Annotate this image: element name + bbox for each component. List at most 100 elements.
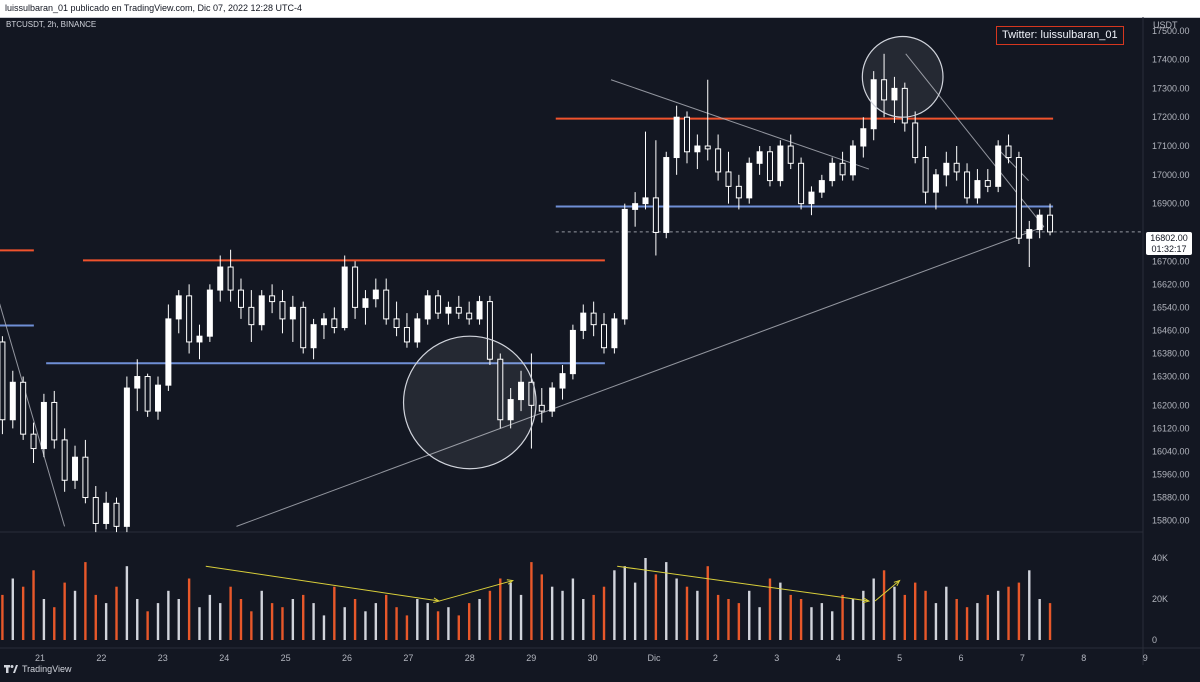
volume-bar xyxy=(177,599,180,640)
candle-body xyxy=(766,151,773,182)
candle-body xyxy=(123,387,130,527)
candle-body xyxy=(383,289,390,320)
x-tick-label: 4 xyxy=(836,653,841,663)
candle-body xyxy=(61,439,68,481)
x-tick-label: 9 xyxy=(1143,653,1148,663)
candle-body xyxy=(632,203,639,210)
candle-body xyxy=(756,151,763,164)
volume-tick-label: 0 xyxy=(1152,635,1157,645)
y-tick-label: 15880.00 xyxy=(1152,493,1190,503)
volume-bar xyxy=(913,582,917,640)
x-tick-label: 21 xyxy=(35,653,45,663)
candle-body xyxy=(258,295,265,326)
tradingview-logo-icon xyxy=(4,665,18,673)
volume-bar xyxy=(530,562,533,640)
candle-body xyxy=(341,266,348,329)
volume-bar xyxy=(1038,599,1041,640)
volume-bar xyxy=(156,603,160,640)
x-tick-label: 28 xyxy=(465,653,475,663)
volume-bar xyxy=(447,607,450,640)
volume-bar xyxy=(592,594,595,640)
publish-header: luissulbaran_01 publicado en TradingView… xyxy=(0,0,1200,18)
volume-bar xyxy=(509,582,512,640)
volume-bar xyxy=(416,599,419,640)
candle-body xyxy=(590,312,597,326)
volume-bar xyxy=(374,603,378,640)
arrow-head xyxy=(862,597,871,604)
volume-bar xyxy=(561,590,564,640)
volume-bar xyxy=(250,611,253,640)
volume-bar xyxy=(312,603,315,640)
candle-body xyxy=(549,387,556,412)
y-tick-label: 17100.00 xyxy=(1152,141,1190,151)
candle-body xyxy=(1036,214,1043,231)
candle-body xyxy=(310,324,317,349)
x-tick-label: 8 xyxy=(1081,653,1086,663)
volume-trend-arrow xyxy=(874,580,900,602)
volume-bar xyxy=(716,594,720,640)
last-price-value: 16802.00 xyxy=(1150,233,1188,243)
volume-bar xyxy=(644,558,647,640)
candle-body xyxy=(1047,214,1054,233)
x-tick-label: 6 xyxy=(958,653,963,663)
candle-body xyxy=(725,171,732,187)
volume-bar xyxy=(872,578,875,640)
candle-body xyxy=(40,401,47,450)
volume-bar xyxy=(540,574,543,640)
candle-body xyxy=(466,312,473,320)
candle-body xyxy=(393,318,400,329)
volume-tick-label: 20K xyxy=(1152,594,1168,604)
candle-body xyxy=(881,79,888,101)
candle-body xyxy=(601,324,608,349)
volume-bar xyxy=(478,599,481,640)
candle-body xyxy=(777,145,784,182)
candle-body xyxy=(352,266,359,308)
volume-bar xyxy=(21,586,25,640)
tradingview-logo[interactable]: TradingView xyxy=(4,664,72,674)
volume-bar xyxy=(665,562,668,640)
volume-bar xyxy=(73,590,77,640)
volume-bar xyxy=(685,586,689,640)
candle-body xyxy=(964,171,971,199)
volume-bar xyxy=(187,578,191,640)
volume-bar xyxy=(42,599,46,640)
candle-body xyxy=(279,301,286,320)
volume-bar xyxy=(239,599,243,640)
volume-bar xyxy=(281,607,284,640)
candle-body xyxy=(663,157,670,233)
volume-bar xyxy=(63,582,66,640)
x-tick-label: 25 xyxy=(281,653,291,663)
volume-bar xyxy=(882,570,886,640)
volume-bar xyxy=(799,599,803,640)
candle-body xyxy=(20,381,27,435)
candle-body xyxy=(103,502,110,524)
candle-body xyxy=(486,301,493,360)
candle-body xyxy=(943,162,950,176)
candle-body xyxy=(403,327,410,343)
volume-bar xyxy=(519,594,523,640)
candle-body xyxy=(186,295,193,343)
x-tick-label: Dic xyxy=(648,653,661,663)
volume-bar xyxy=(302,594,305,640)
volume-bar xyxy=(820,603,824,640)
volume-bar xyxy=(903,594,907,640)
volume-bar xyxy=(633,582,637,640)
y-tick-label: 17000.00 xyxy=(1152,170,1190,180)
candle-body xyxy=(155,384,162,412)
candle-body xyxy=(694,145,701,153)
price-chart[interactable]: 17500.00 17400.00 17300.00 17200.00 17100.00… xyxy=(0,17,1200,665)
volume-bar xyxy=(696,590,699,640)
y-tick-label: 15960.00 xyxy=(1152,469,1190,479)
candle-body xyxy=(808,191,815,205)
volume-bar xyxy=(996,590,1000,640)
candle-body xyxy=(559,373,566,389)
candle-body xyxy=(507,399,514,421)
volume-bar xyxy=(364,611,367,640)
volume-bar xyxy=(1048,603,1052,640)
highlight-circle xyxy=(402,335,537,470)
volume-bar xyxy=(654,574,658,640)
candle-body xyxy=(320,318,327,326)
twitter-watermark: Twitter: luissulbaran_01 xyxy=(996,26,1124,45)
candle-body xyxy=(362,298,369,308)
volume-bar xyxy=(229,586,232,640)
